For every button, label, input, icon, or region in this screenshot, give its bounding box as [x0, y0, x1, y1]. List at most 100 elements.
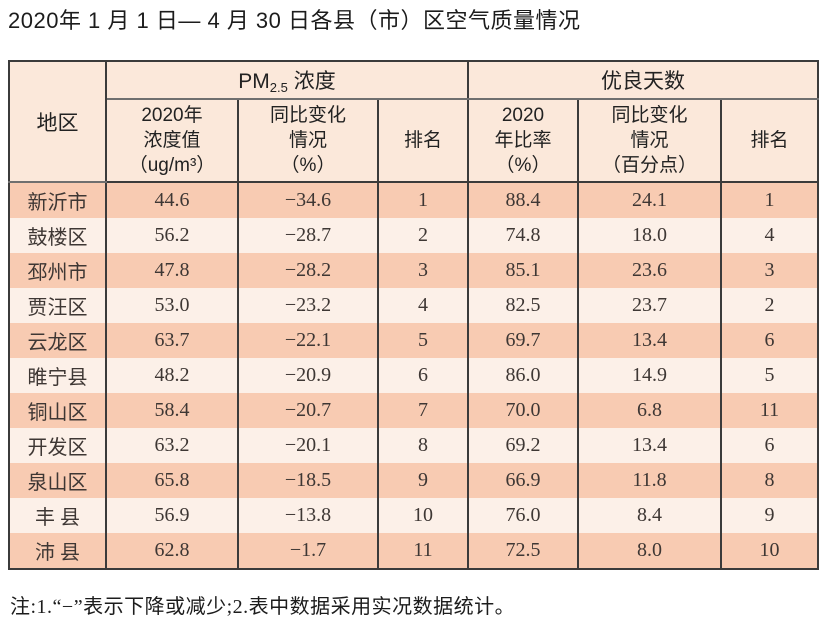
good-rate-cell: 85.1 [467, 253, 579, 288]
good-change-cell: 14.9 [577, 358, 722, 393]
column-header-pm25-rank: 排名 [377, 99, 469, 183]
pm25-value-cell: 58.4 [105, 393, 239, 428]
good-rate-cell: 76.0 [467, 498, 579, 533]
pm25-value-cell: 65.8 [105, 463, 239, 498]
good-change-cell: 11.8 [577, 463, 722, 498]
pm25-value-cell: 56.9 [105, 498, 239, 533]
region-cell: 丰 县 [8, 498, 107, 533]
good-change-cell: 8.4 [577, 498, 722, 533]
pm25-rank-cell: 1 [377, 182, 469, 218]
air-quality-table: 地区 PM2.5 浓度 优良天数 2020年 浓度值 （ug/m³） 同比变化 … [8, 60, 820, 570]
page-title: 2020年 1 月 1 日— 4 月 30 日各县（市）区空气质量情况 [8, 8, 581, 33]
pm25-change-cell: −22.1 [237, 323, 379, 358]
header-columns-row: 2020年 浓度值 （ug/m³） 同比变化 情况 （%） 排名 2020 年比… [9, 99, 820, 183]
good-change-cell: 24.1 [577, 182, 722, 218]
pm25-value-cell: 53.0 [105, 288, 239, 323]
good-change-cell: 13.4 [577, 428, 722, 463]
pm25-value-cell: 56.2 [105, 218, 239, 253]
good-rate-cell: 69.7 [467, 323, 579, 358]
good-rank-cell: 6 [719, 323, 820, 358]
pm25-rank-cell: 10 [377, 498, 469, 533]
region-cell: 邳州市 [8, 253, 107, 288]
pm25-value-cell: 62.8 [105, 533, 239, 569]
pm25-value-cell: 44.6 [105, 182, 239, 218]
good-rank-cell: 5 [719, 358, 820, 393]
region-cell: 云龙区 [8, 323, 107, 358]
table-row: 铜山区 58.4 −20.7 7 70.0 6.8 11 [8, 393, 820, 428]
good-rank-cell: 10 [719, 533, 820, 569]
table-row: 邳州市 47.8 −28.2 3 85.1 23.6 3 [8, 253, 820, 288]
column-header-pm25-value: 2020年 浓度值 （ug/m³） [105, 99, 239, 183]
column-header-good-rate: 2020 年比率 （%） [467, 99, 579, 183]
good-change-cell: 8.0 [577, 533, 722, 569]
pm25-value-cell: 63.2 [105, 428, 239, 463]
good-rank-cell: 6 [719, 428, 820, 463]
pm25-change-cell: −20.1 [237, 428, 379, 463]
table-row: 开发区 63.2 −20.1 8 69.2 13.4 6 [8, 428, 820, 463]
region-cell: 睢宁县 [8, 358, 107, 393]
pm25-change-cell: −1.7 [237, 533, 379, 569]
pm25-value-cell: 48.2 [105, 358, 239, 393]
pm25-rank-cell: 6 [377, 358, 469, 393]
pm25-change-cell: −20.9 [237, 358, 379, 393]
pm25-value-cell: 47.8 [105, 253, 239, 288]
pm25-rank-cell: 8 [377, 428, 469, 463]
good-rank-cell: 11 [719, 393, 820, 428]
pm25-value-cell: 63.7 [105, 323, 239, 358]
pm25-change-cell: −28.7 [237, 218, 379, 253]
good-rank-cell: 4 [719, 218, 820, 253]
table-row: 贾汪区 53.0 −23.2 4 82.5 23.7 2 [8, 288, 820, 323]
region-cell: 新沂市 [8, 182, 107, 218]
pm25-rank-cell: 11 [377, 533, 469, 569]
good-rate-cell: 86.0 [467, 358, 579, 393]
pm25-rank-cell: 9 [377, 463, 469, 498]
good-change-cell: 23.7 [577, 288, 722, 323]
good-change-cell: 18.0 [577, 218, 722, 253]
column-header-region: 地区 [8, 61, 107, 183]
table-header: 地区 PM2.5 浓度 优良天数 2020年 浓度值 （ug/m³） 同比变化 … [8, 61, 820, 183]
pm25-rank-cell: 3 [377, 253, 469, 288]
column-header-good-rank: 排名 [719, 99, 820, 183]
table-row: 泉山区 65.8 −18.5 9 66.9 11.8 8 [8, 463, 820, 498]
good-change-cell: 23.6 [577, 253, 722, 288]
good-rate-cell: 66.9 [467, 463, 579, 498]
column-header-good-change: 同比变化 情况 （百分点） [577, 99, 722, 183]
pm25-rank-cell: 7 [377, 393, 469, 428]
table-row: 睢宁县 48.2 −20.9 6 86.0 14.9 5 [8, 358, 820, 393]
pm25-change-cell: −34.6 [237, 182, 379, 218]
region-cell: 铜山区 [8, 393, 107, 428]
pm25-label-suffix: 浓度 [287, 70, 336, 93]
column-group-good-days: 优良天数 [466, 61, 820, 100]
region-cell: 贾汪区 [8, 288, 107, 323]
pm25-label-subscript: 2.5 [269, 80, 288, 95]
pm25-rank-cell: 5 [377, 323, 469, 358]
pm25-change-cell: −18.5 [237, 463, 379, 498]
pm25-label-base: PM [238, 70, 270, 93]
good-change-cell: 13.4 [577, 323, 722, 358]
table-row: 丰 县 56.9 −13.8 10 76.0 8.4 9 [8, 498, 820, 533]
column-header-pm25-change: 同比变化 情况 （%） [237, 99, 379, 183]
header-group-row: 地区 PM2.5 浓度 优良天数 [8, 61, 820, 183]
pm25-change-cell: −23.2 [237, 288, 379, 323]
region-cell: 开发区 [8, 428, 107, 463]
column-group-pm25: PM2.5 浓度 [105, 61, 469, 100]
region-cell: 沛 县 [8, 533, 107, 569]
table-body: 新沂市 44.6 −34.6 1 88.4 24.1 1 鼓楼区 56.2 −2… [8, 182, 820, 569]
region-cell: 鼓楼区 [8, 218, 107, 253]
good-rank-cell: 9 [719, 498, 820, 533]
good-rank-cell: 3 [719, 253, 820, 288]
table-row: 云龙区 63.7 −22.1 5 69.7 13.4 6 [8, 323, 820, 358]
table-row: 鼓楼区 56.2 −28.7 2 74.8 18.0 4 [8, 218, 820, 253]
table-row: 沛 县 62.8 −1.7 11 72.5 8.0 10 [8, 533, 820, 569]
pm25-change-cell: −20.7 [237, 393, 379, 428]
good-rate-cell: 88.4 [467, 182, 579, 218]
good-rate-cell: 82.5 [467, 288, 579, 323]
good-rate-cell: 72.5 [467, 533, 579, 569]
good-rank-cell: 1 [719, 182, 820, 218]
good-rate-cell: 74.8 [467, 218, 579, 253]
pm25-rank-cell: 4 [377, 288, 469, 323]
good-rate-cell: 70.0 [467, 393, 579, 428]
table-row: 新沂市 44.6 −34.6 1 88.4 24.1 1 [8, 182, 820, 218]
pm25-change-cell: −28.2 [237, 253, 379, 288]
